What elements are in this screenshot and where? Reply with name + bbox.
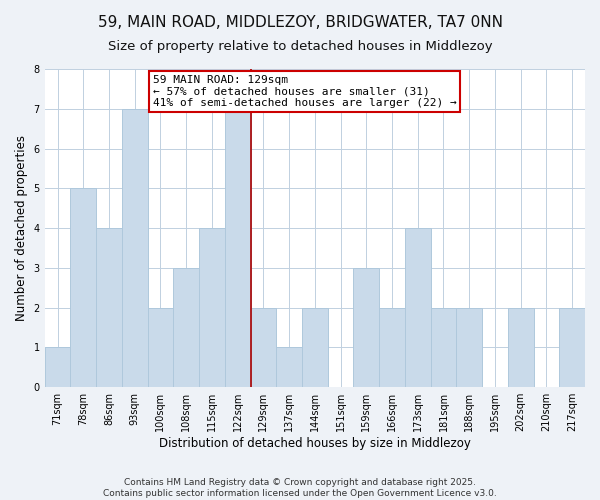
- Bar: [302, 308, 328, 387]
- Bar: [379, 308, 405, 387]
- Bar: [559, 308, 585, 387]
- Bar: [199, 228, 225, 387]
- Bar: [457, 308, 482, 387]
- Bar: [173, 268, 199, 387]
- Bar: [431, 308, 457, 387]
- Text: 59, MAIN ROAD, MIDDLEZOY, BRIDGWATER, TA7 0NN: 59, MAIN ROAD, MIDDLEZOY, BRIDGWATER, TA…: [97, 15, 503, 30]
- Bar: [508, 308, 533, 387]
- Text: Size of property relative to detached houses in Middlezoy: Size of property relative to detached ho…: [107, 40, 493, 53]
- Bar: [70, 188, 96, 387]
- Text: 59 MAIN ROAD: 129sqm
← 57% of detached houses are smaller (31)
41% of semi-detac: 59 MAIN ROAD: 129sqm ← 57% of detached h…: [153, 75, 457, 108]
- X-axis label: Distribution of detached houses by size in Middlezoy: Distribution of detached houses by size …: [159, 437, 471, 450]
- Y-axis label: Number of detached properties: Number of detached properties: [15, 135, 28, 321]
- Bar: [44, 348, 70, 387]
- Bar: [122, 109, 148, 387]
- Bar: [405, 228, 431, 387]
- Bar: [96, 228, 122, 387]
- Bar: [148, 308, 173, 387]
- Text: Contains HM Land Registry data © Crown copyright and database right 2025.
Contai: Contains HM Land Registry data © Crown c…: [103, 478, 497, 498]
- Bar: [353, 268, 379, 387]
- Bar: [225, 109, 251, 387]
- Bar: [251, 308, 276, 387]
- Bar: [276, 348, 302, 387]
